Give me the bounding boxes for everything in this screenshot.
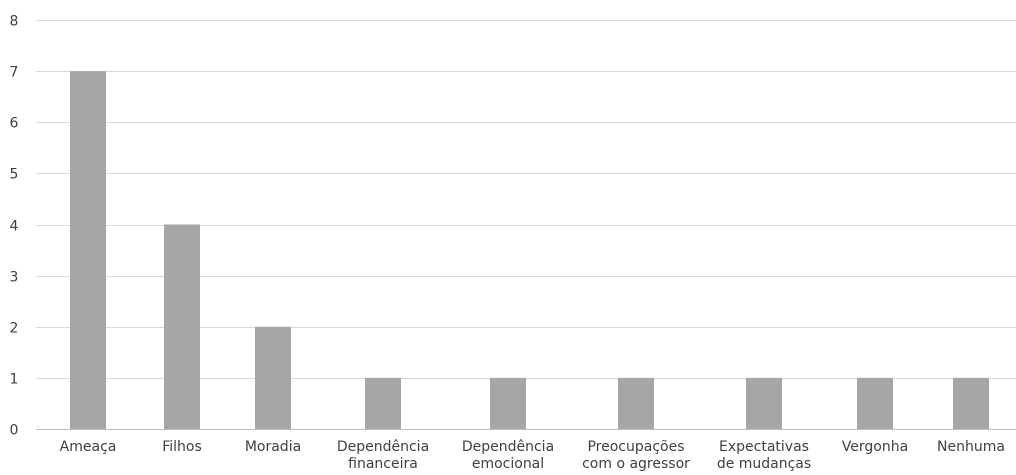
x-category-label: Moradia xyxy=(245,439,301,455)
y-tick-label: 1 xyxy=(10,372,19,388)
x-category-label: Ameaça xyxy=(60,439,117,455)
bar xyxy=(953,377,989,429)
y-tick-label: 0 xyxy=(10,423,19,439)
y-tick-label: 2 xyxy=(10,321,19,337)
y-axis-tick-labels: 0 1 2 3 4 5 6 7 8 xyxy=(10,14,19,439)
y-tick-label: 5 xyxy=(10,167,19,183)
bar xyxy=(255,326,291,429)
bar xyxy=(618,377,654,429)
x-category-label: Vergonha xyxy=(842,439,908,455)
y-tick-label: 3 xyxy=(10,270,19,286)
bar xyxy=(365,377,401,429)
y-tick-label: 8 xyxy=(10,14,19,30)
x-category-label: Filhos xyxy=(162,439,202,455)
x-category-label: Expectativas de mudanças xyxy=(717,439,811,472)
bar xyxy=(70,71,106,429)
bars xyxy=(70,71,989,429)
y-tick-label: 7 xyxy=(10,65,19,81)
x-category-label: Dependência financeira xyxy=(337,439,429,472)
bar xyxy=(746,377,782,429)
y-tick-label: 6 xyxy=(10,116,19,132)
x-category-label: Preocupações com o agressor xyxy=(582,439,690,472)
bar xyxy=(857,377,893,429)
x-category-label: Dependência emocional xyxy=(462,439,554,472)
x-category-label: Nenhuma xyxy=(937,439,1005,455)
y-tick-label: 4 xyxy=(10,219,19,235)
x-axis-category-labels: Ameaça Filhos Moradia Dependência financeira… xyxy=(60,439,1005,472)
bar xyxy=(164,224,200,429)
bar xyxy=(490,377,526,429)
